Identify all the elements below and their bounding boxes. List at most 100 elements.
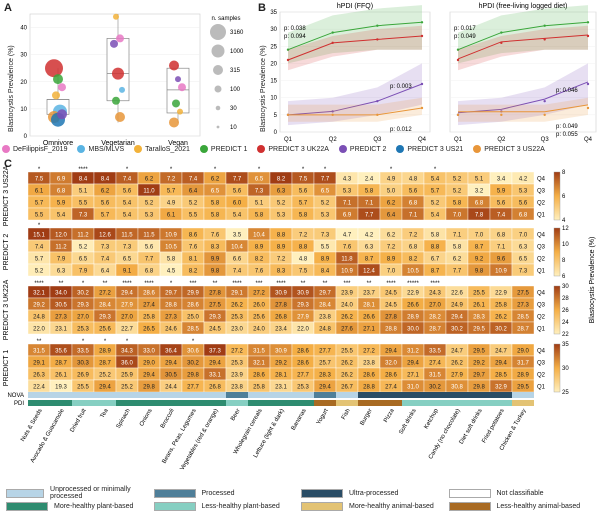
panel-c-colorbar-tick: 10 [562,242,569,248]
panel-c-value: 28.6 [297,361,309,367]
panel-c-colorbar-tick: 6 [562,274,566,280]
panel-c-group-label: PREDICT 3 UK22A [3,279,10,340]
panel-b-point [331,113,334,117]
panel-c-value: 22.6 [451,291,463,297]
legend-dot-icon [396,145,405,153]
panel-a-point [58,83,66,92]
panel-c-value: 8.4 [79,177,88,183]
panel-c-pdi-bar [138,400,160,406]
panel-c-value: 8.1 [189,257,198,263]
panel-b-point [420,21,424,24]
panel-c-value: 23.9 [231,373,243,379]
source-legend-item: TaralloS_2021 [134,145,190,153]
panel-c-row-label: Q4 [537,291,546,297]
panel-c-value: 25.8 [495,303,507,309]
panel-c-value: 5.6 [145,245,154,251]
panel-b-point [543,38,546,41]
panel-c-value: 5.6 [299,189,308,195]
panel-c-value: 28.6 [143,291,155,297]
panel-c-nova-bar [270,392,292,398]
panel-a-ytick: 10 [20,107,27,113]
panel-c-value: 5.1 [475,177,484,183]
panel-c-value: 26.2 [341,361,353,367]
panel-b-xtick: Q4 [418,137,427,143]
panel-c-value: 5.7 [431,189,440,195]
panel-a-size-legend-value: 10 [230,125,237,131]
panel-c-value: 7.2 [277,257,286,263]
panel-c-value: 5.2 [453,177,462,183]
panel-c-value: 4.7 [343,233,352,239]
panel-b-pvalue: p: 0.038 [284,26,306,32]
panel-c-value: 7.4 [35,245,44,251]
panel-c-value: 8.2 [189,269,198,275]
panel-c-value: 7.0 [519,233,528,239]
panel-a-point [178,83,186,92]
panel-c-value: 5.3 [343,189,352,195]
panel-b-line [457,81,589,114]
panel-c-value: 29.5 [473,327,485,333]
panel-c-food-label: Burger [360,408,374,427]
panel-c-value: 8.9 [321,257,330,263]
panel-c-value: 8.8 [431,245,440,251]
panel-c-sig: * [390,167,393,173]
legend-dot-icon [257,145,266,153]
panel-a-ytick: 20 [20,80,27,86]
panel-c-value: 5.7 [35,257,44,263]
panel-c-value: 29.8 [187,373,199,379]
panel-a-point [57,109,67,120]
panel-c-colorbar [553,343,561,393]
panel-c-value: 7.6 [189,245,198,251]
panel-c-value: 27.9 [297,315,309,321]
panel-b-ytick: 15 [270,79,277,85]
panel-c-value: 28.7 [429,327,441,333]
panel-c-nova-label: NOVA [7,393,24,399]
panel-c-nova-bar [94,392,116,398]
panel-c-value: 29.7 [473,373,485,379]
panel-b-xtick: Q1 [284,137,293,143]
panel-c-value: 8.2 [409,257,418,263]
panel-c-value: 5.6 [409,189,418,195]
panel-c-value: 2.4 [365,177,374,183]
panel-a-size-legend-value: 100 [230,87,241,93]
panel-c-value: 7.4 [123,177,132,183]
panel-c-value: 29.3 [209,315,221,321]
panel-c-value: 7.7 [233,177,242,183]
panel-c-value: 29.4 [319,385,331,391]
panel-b-point [286,58,290,62]
panel-c-value: 25.6 [99,327,111,333]
panel-c-value: 33.0 [143,349,155,355]
panel-c-value: 28.3 [319,373,331,379]
panel-c-value: 27.8 [209,291,221,297]
panel-b-frame [279,11,431,133]
panel-c-value: 24.0 [341,303,353,309]
panel-c-value: 29.5 [473,349,485,355]
panel-c-value: 8.3 [211,245,220,251]
panel-a-size-legend-dot [210,24,226,40]
panel-c-value: 5.2 [145,201,154,207]
panel-b-pvalue: p: 0.049 [454,34,476,40]
panel-c-legend-title: Blastocystis Prevalence (%) [589,237,596,324]
panel-c-value: 6.5 [79,257,88,263]
panel-c-value: 12.0 [55,233,67,239]
panel-b-line [457,34,589,60]
panel-c-value: 29.9 [187,291,199,297]
panel-c-value: 26.3 [33,373,45,379]
panel-c-sig: * [38,167,41,173]
panel-c-value: 28.6 [363,373,375,379]
panel-c-value: 7.0 [453,213,462,219]
panel-c-colorbar [553,171,561,221]
panel-c-value: 23.4 [275,327,287,333]
panel-c-row-label: Q2 [537,373,546,379]
panel-b-lines: hPDI (FFQ) Q1 Q2 Q3 Q4 0 5 10 15 20 25 30 35 p: 0.038… [270,3,597,143]
panel-c-value: 23.8 [363,361,375,367]
panel-c-value: 8.9 [255,245,264,251]
panel-c-value: 22.7 [121,327,133,333]
panel-c-sig: ** [367,281,372,287]
panel-a-point [52,91,60,100]
panel-c-value: 30.2 [429,385,441,391]
panel-c-value: 6.8 [519,213,528,219]
source-legend: DeFilippisF_2019 MBS/MLVS TaralloS_2021 PRE… [2,145,545,153]
source-legend-item: PREDICT 3 US21 [396,145,463,153]
panel-c-nova-bar [336,392,358,398]
panel-c-colorbar-tick: 8 [562,170,566,176]
